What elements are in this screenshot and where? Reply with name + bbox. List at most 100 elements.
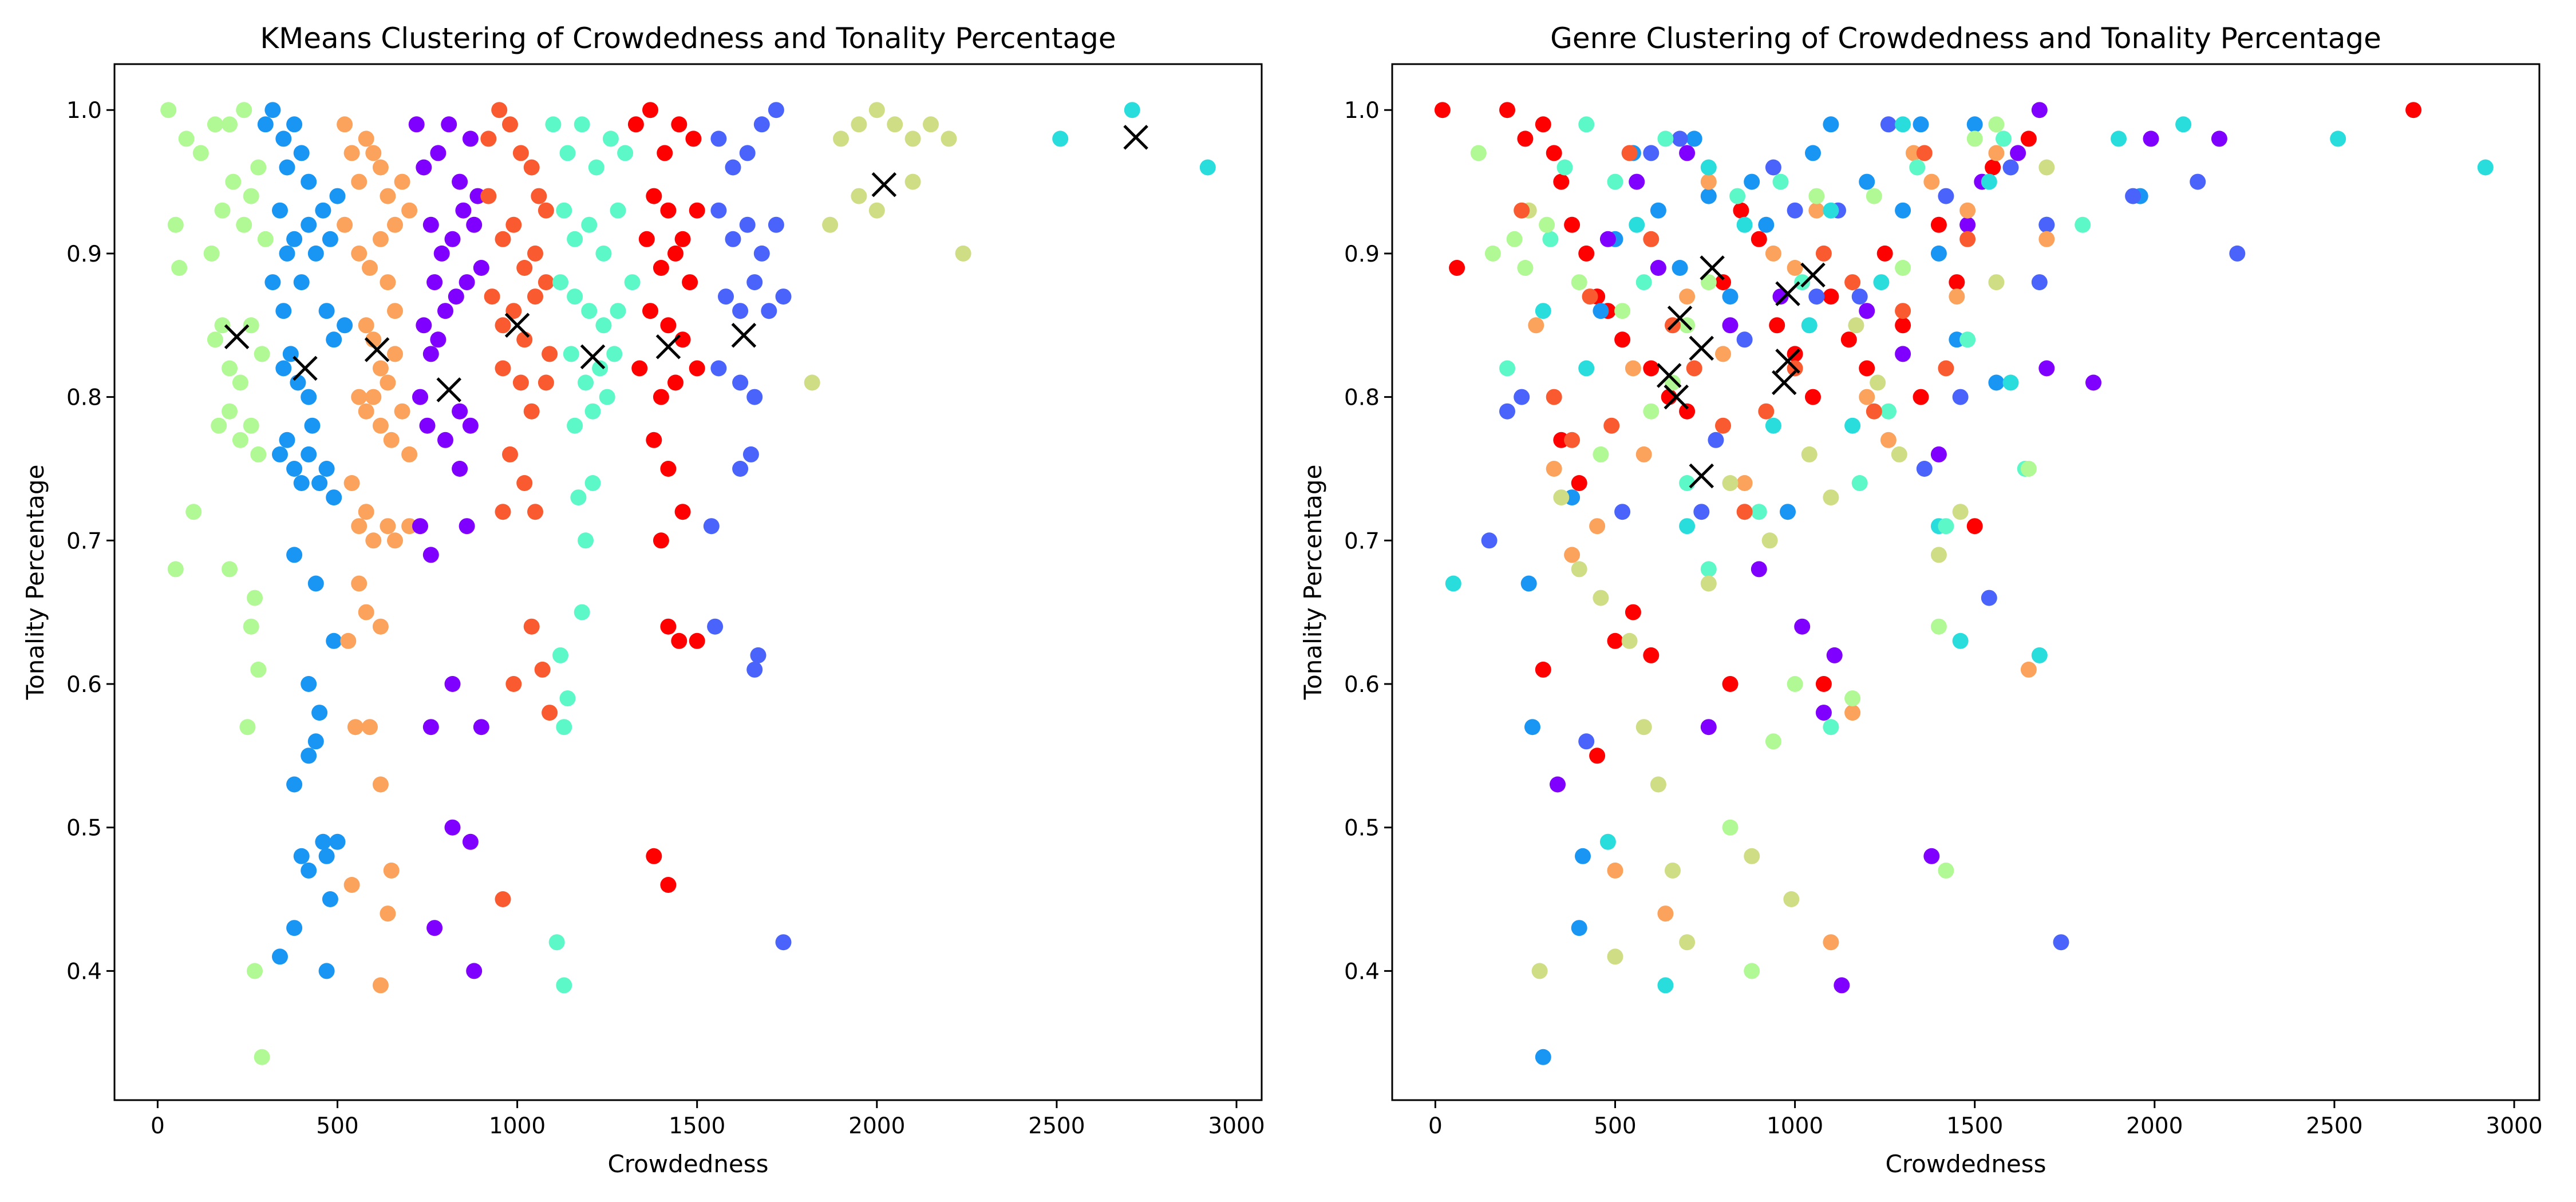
- data-point: [1761, 532, 1778, 549]
- data-point: [462, 833, 479, 850]
- data-point: [326, 331, 342, 348]
- data-point: [459, 518, 475, 535]
- data-point: [1722, 819, 1739, 836]
- data-point: [329, 188, 346, 204]
- data-point: [660, 877, 677, 893]
- data-point: [380, 518, 396, 535]
- data-point: [1535, 1049, 1551, 1065]
- data-point: [567, 288, 583, 305]
- data-point: [833, 131, 849, 147]
- data-point: [1949, 288, 1965, 305]
- data-point: [426, 920, 443, 936]
- data-point: [595, 317, 612, 334]
- x-tick-label: 500: [316, 1113, 358, 1139]
- data-point: [1650, 202, 1666, 219]
- data-point: [653, 532, 669, 549]
- data-point: [473, 260, 489, 276]
- data-point: [222, 561, 238, 578]
- data-point: [1445, 575, 1461, 592]
- data-point: [710, 360, 727, 377]
- data-point: [1891, 446, 1907, 462]
- data-point: [1751, 231, 1767, 247]
- x-axis-label: Crowdedness: [607, 1150, 768, 1178]
- data-point: [1815, 676, 1832, 692]
- data-point: [1870, 374, 1886, 391]
- centroid-marker: [1775, 349, 1800, 374]
- data-point: [1715, 346, 1731, 362]
- data-point: [1571, 475, 1587, 491]
- data-point: [358, 604, 374, 620]
- data-point: [2020, 461, 2037, 477]
- data-point: [2125, 188, 2142, 204]
- data-point: [422, 719, 439, 736]
- data-point: [710, 202, 727, 219]
- data-point: [254, 346, 270, 362]
- centroid-marker: [1667, 305, 1693, 331]
- data-point: [1621, 632, 1638, 649]
- data-point: [1578, 360, 1595, 377]
- data-point: [563, 346, 579, 362]
- data-point: [462, 417, 479, 434]
- x-tick-label: 1500: [1946, 1113, 2003, 1139]
- data-point: [1765, 159, 1781, 176]
- data-point: [222, 403, 238, 420]
- data-point: [667, 245, 683, 262]
- data-point: [923, 116, 939, 133]
- data-point: [311, 475, 328, 491]
- data-point: [1751, 561, 1767, 578]
- data-point: [516, 260, 533, 276]
- centroid-marker: [1800, 262, 1826, 288]
- data-point: [1844, 274, 1861, 291]
- data-point: [642, 303, 658, 319]
- data-point: [671, 632, 688, 649]
- data-point: [1514, 202, 1530, 219]
- data-point: [955, 245, 971, 262]
- data-point: [1733, 202, 1749, 219]
- data-point: [365, 389, 382, 405]
- data-point: [1988, 145, 2005, 161]
- data-point: [1665, 862, 1681, 879]
- data-point: [1589, 518, 1606, 535]
- data-point: [307, 733, 324, 750]
- data-point: [441, 116, 457, 133]
- centroid-marker: [436, 377, 462, 402]
- data-point: [2075, 216, 2091, 233]
- data-point: [523, 159, 540, 176]
- data-point: [768, 216, 784, 233]
- data-point: [301, 676, 317, 692]
- data-point: [315, 833, 331, 850]
- data-point: [430, 145, 447, 161]
- data-point: [746, 661, 763, 678]
- data-point: [264, 274, 281, 291]
- data-point: [1959, 231, 1976, 247]
- data-point: [293, 848, 310, 864]
- data-point: [1985, 159, 2001, 176]
- data-point: [1575, 848, 1591, 864]
- data-point: [1124, 102, 1140, 118]
- data-point: [1643, 145, 1660, 161]
- y-tick-label: 0.7: [1344, 528, 1380, 554]
- data-point: [725, 159, 741, 176]
- data-point: [1535, 116, 1551, 133]
- data-point: [753, 245, 770, 262]
- centroid-marker: [1700, 255, 1725, 280]
- data-point: [257, 116, 274, 133]
- data-point: [1582, 288, 1598, 305]
- data-point: [1715, 274, 1731, 291]
- data-point: [1895, 116, 1911, 133]
- data-point: [250, 159, 267, 176]
- data-point: [1787, 202, 1803, 219]
- x-tick-label: 3000: [1208, 1113, 1265, 1139]
- data-point: [660, 317, 677, 334]
- data-point: [1629, 173, 1645, 190]
- x-tick-label: 0: [1428, 1113, 1443, 1139]
- data-point: [1520, 575, 1537, 592]
- data-point: [868, 102, 885, 118]
- data-point: [1722, 317, 1739, 334]
- data-point: [444, 819, 461, 836]
- data-point: [1844, 705, 1861, 721]
- data-point: [286, 461, 303, 477]
- data-point: [1614, 504, 1631, 520]
- data-point: [362, 260, 378, 276]
